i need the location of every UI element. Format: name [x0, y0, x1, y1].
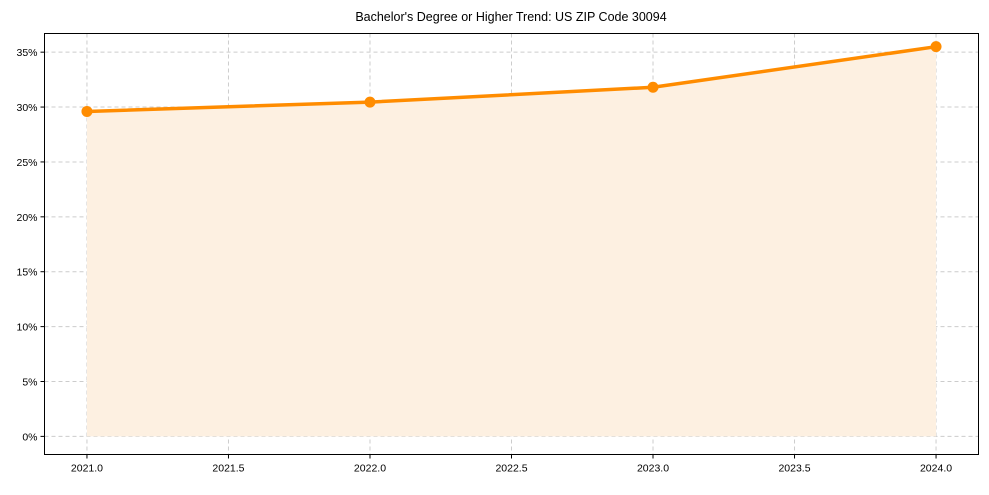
y-tick-label: 5%: [22, 376, 37, 388]
data-point: [364, 96, 376, 108]
data-points: [81, 41, 942, 117]
x-tick-label: 2021.0: [71, 463, 103, 475]
x-tick-label: 2023.0: [637, 463, 669, 475]
y-tick-label: 35%: [16, 47, 37, 59]
y-tick-label: 20%: [16, 212, 37, 224]
y-tick-label: 30%: [16, 102, 37, 114]
y-tick-label: 10%: [16, 322, 37, 334]
y-tick-label: 15%: [16, 267, 37, 279]
y-tick-label: 0%: [22, 431, 37, 443]
data-point: [81, 105, 93, 117]
series-line: [86, 44, 937, 114]
x-tick-label: 2022.5: [495, 463, 527, 475]
y-tick-label: 25%: [16, 157, 37, 169]
area-fill-path: [86, 46, 937, 437]
chart-title: Bachelor's Degree or Higher Trend: US ZI…: [355, 10, 666, 24]
x-tick-label: 2024.0: [920, 463, 952, 475]
x-tick-label: 2022.0: [354, 463, 386, 475]
y-axis: 0% 5% 10% 15% 20% 25% 30% 35%: [16, 47, 45, 443]
data-point: [647, 81, 659, 93]
data-point: [930, 41, 942, 53]
x-axis: 2021.0 2021.5 2022.0 2022.5 2023.0 2023.5 2024…: [71, 454, 952, 475]
x-tick-label: 2023.5: [778, 463, 810, 475]
x-tick-label: 2021.5: [212, 463, 244, 475]
series-line-path: [86, 44, 937, 114]
area-fill: [86, 46, 937, 437]
